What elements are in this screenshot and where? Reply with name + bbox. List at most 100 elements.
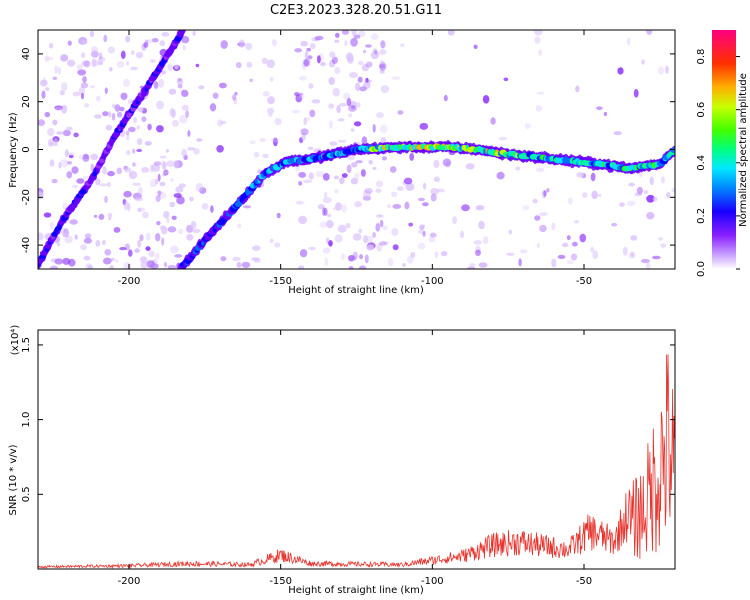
heatmap-noise-cell: [652, 196, 658, 202]
heatmap-noise-cell: [375, 222, 381, 232]
heatmap-noise-cell: [506, 252, 515, 256]
heatmap-noise-cell: [335, 202, 342, 211]
heatmap-noise-cell: [113, 227, 121, 233]
heatmap-noise-cell: [249, 140, 256, 144]
heatmap-noise-cell: [58, 161, 62, 169]
heatmap-noise-cell: [104, 249, 112, 256]
heatmap-noise-cell: [408, 222, 414, 227]
heatmap-noise-cell: [314, 35, 324, 41]
heatmap-noise-cell: [307, 55, 313, 60]
heatmap-noise-cell: [232, 256, 241, 262]
heatmap-noise-cell: [671, 188, 675, 193]
heatmap-noise-cell: [85, 263, 93, 269]
heatmap-noise-cell: [349, 72, 358, 79]
heatmap-noise-cell: [541, 189, 547, 199]
heatmap-trace-cell: [45, 244, 52, 250]
heatmap-noise-cell: [51, 178, 58, 184]
colorbar-label: Normalized spectral amplitude: [738, 73, 749, 227]
heatmap-noise-cell: [323, 191, 328, 199]
heatmap-noise-cell: [566, 260, 574, 265]
heatmap-noise-cell: [38, 142, 41, 147]
heatmap-noise-cell: [434, 251, 439, 259]
heatmap-noise-cell: [82, 175, 89, 180]
heatmap-noise-cell: [482, 95, 490, 104]
heatmap-noise-cell: [72, 184, 79, 189]
heatmap-noise-cell: [473, 44, 478, 49]
heatmap-noise-cell: [391, 228, 399, 236]
heatmap-noise-cell: [378, 241, 388, 246]
heatmap-noise-cell: [47, 138, 53, 148]
heatmap-noise-cell: [334, 234, 343, 243]
heatmap-noise-cell: [334, 39, 340, 43]
heatmap-noise-cell: [132, 182, 141, 186]
heatmap-noise-cell: [158, 190, 161, 197]
heatmap-noise-cell: [579, 233, 587, 243]
heatmap-noise-cell: [482, 236, 489, 245]
heatmap-noise-cell: [58, 67, 62, 75]
heatmap-noise-cell: [326, 220, 334, 229]
heatmap-noise-cell: [81, 60, 89, 66]
heatmap-noise-cell: [551, 222, 556, 231]
heatmap-noise-cell: [658, 66, 664, 75]
heatmap-noise-cell: [144, 141, 152, 146]
heatmap-noise-cell: [181, 35, 190, 44]
heatmap-noise-cell: [159, 155, 167, 159]
heatmap-noise-cell: [173, 193, 182, 198]
colorbar-tick-label: 0.8: [696, 49, 707, 65]
heatmap-noise-cell: [196, 138, 203, 142]
heatmap-noise-cell: [74, 234, 78, 240]
heatmap-noise-cell: [161, 226, 168, 235]
heatmap-noise-cell: [273, 137, 278, 147]
heatmap-noise-cell: [44, 55, 50, 63]
heatmap-trace-cell: [180, 30, 185, 35]
heatmap-noise-cell: [409, 152, 415, 161]
heatmap-noise-cell: [376, 214, 384, 218]
heatmap-noise-cell: [328, 240, 333, 247]
heatmap-noise-cell: [59, 90, 65, 96]
heatmap-noise-cell: [543, 190, 547, 197]
heatmap-noise-cell: [557, 254, 566, 259]
heatmap-noise-cell: [538, 212, 548, 217]
heatmap-noise-cell: [338, 139, 347, 143]
heatmap-noise-cell: [145, 246, 151, 251]
heatmap-noise-cell: [276, 212, 281, 219]
heatmap-noise-cell: [161, 237, 165, 246]
heatmap-noise-cell: [123, 190, 132, 198]
heatmap-noise-cell: [630, 252, 634, 258]
heatmap-noise-cell: [322, 207, 326, 217]
heatmap-noise-cell: [534, 215, 541, 221]
heatmap-noise-cell: [348, 266, 354, 269]
heatmap-noise-cell: [308, 246, 316, 251]
heatmap-noise-cell: [365, 79, 372, 83]
heatmap-noise-cell: [310, 43, 316, 50]
heatmap-noise-cell: [38, 191, 44, 200]
heatmap-noise-cell: [307, 146, 314, 151]
snr-y-ticks: 0.5 1.0 1.5: [21, 337, 675, 502]
heatmap-noise-cell: [535, 105, 543, 112]
colorbar-tick-label: 0.2: [696, 208, 707, 224]
heatmap-noise-cell: [62, 257, 71, 265]
heatmap-noise-cell: [475, 205, 485, 211]
heatmap-noise-cell: [212, 92, 219, 99]
heatmap-noise-cell: [465, 163, 475, 170]
heatmap-noise-cell: [91, 50, 99, 58]
heatmap-noise-cell: [67, 152, 75, 156]
spectrogram-heatmap: [38, 30, 675, 269]
x-tick-label: -200: [118, 276, 141, 287]
heatmap-noise-cell: [478, 262, 488, 268]
heatmap-noise-cell: [429, 232, 437, 238]
heatmap-noise-cell: [522, 205, 530, 211]
heatmap-noise-cell: [417, 242, 426, 250]
heatmap-noise-cell: [67, 161, 73, 165]
heatmap-noise-cell: [102, 111, 109, 117]
heatmap-noise-cell: [299, 92, 305, 100]
heatmap-noise-cell: [350, 37, 358, 47]
heatmap-noise-cell: [40, 80, 47, 84]
heatmap-trace-cell: [140, 92, 147, 98]
heatmap-noise-cell: [187, 130, 191, 137]
heatmap-noise-cell: [324, 257, 328, 266]
heatmap-trace-cell: [99, 158, 105, 164]
spectrogram-y-label: Frequency (Hz): [8, 112, 19, 188]
heatmap-noise-cell: [117, 111, 123, 118]
heatmap-noise-cell: [168, 88, 177, 95]
